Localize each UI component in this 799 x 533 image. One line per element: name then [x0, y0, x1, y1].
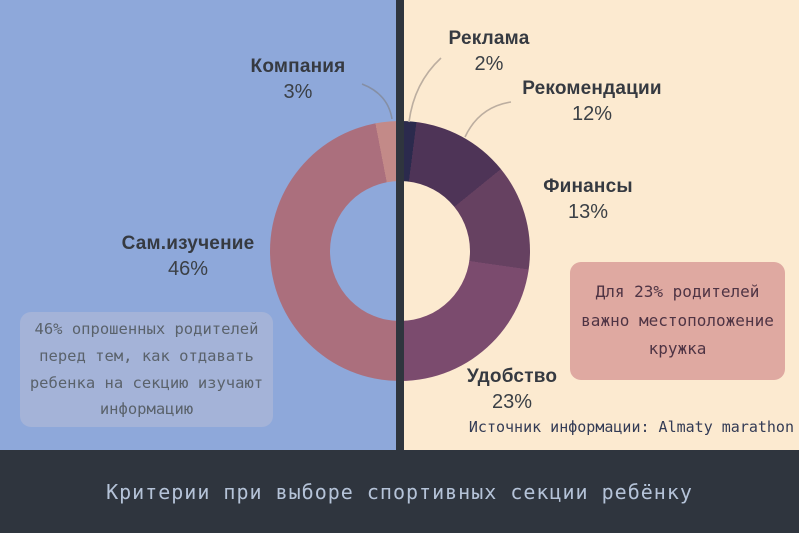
connector-rekomendacii [464, 101, 512, 138]
callout-left-46-percent: 46% опрошенных родителей перед тем, как … [20, 312, 273, 427]
slice-name: Рекомендации [522, 78, 662, 99]
slice-name: Финансы [543, 176, 633, 197]
connector-reklama [408, 57, 442, 123]
connector-kompania [361, 83, 393, 120]
center-divider [396, 0, 404, 452]
slice-label-finansy: Финансы 13% [543, 176, 633, 224]
slice-name: Сам.изучение [121, 233, 255, 254]
slice-percent: 46% [167, 258, 209, 280]
callout-right-23-percent: Для 23% родителей важно местоположение к… [570, 262, 785, 380]
slice-label-kompania: Компания 3% [251, 56, 346, 104]
slice-name: Компания [250, 56, 346, 77]
slice-label-sam-izuchenie: Сам.изучение 46% [122, 233, 255, 281]
slice-label-rekomendacii: Рекомендации 12% [522, 78, 662, 126]
slice-percent: 13% [567, 201, 609, 223]
source-attribution: Источник информации: Almaty marathon [468, 418, 794, 436]
slice-percent: 3% [283, 81, 313, 103]
title-bar: Критерии при выборе спортивных секции ре… [0, 450, 799, 533]
slice-percent: 23% [491, 391, 533, 413]
slice-percent: 2% [474, 53, 504, 75]
chart-title: Критерии при выборе спортивных секции ре… [106, 479, 693, 504]
slice-name: Удобство [466, 366, 558, 387]
slice-label-reklama: Реклама 2% [449, 28, 530, 76]
slice-name: Реклама [448, 28, 530, 49]
slice-percent: 12% [571, 103, 613, 125]
slice-label-udobstvo: Удобство 23% [467, 366, 557, 414]
